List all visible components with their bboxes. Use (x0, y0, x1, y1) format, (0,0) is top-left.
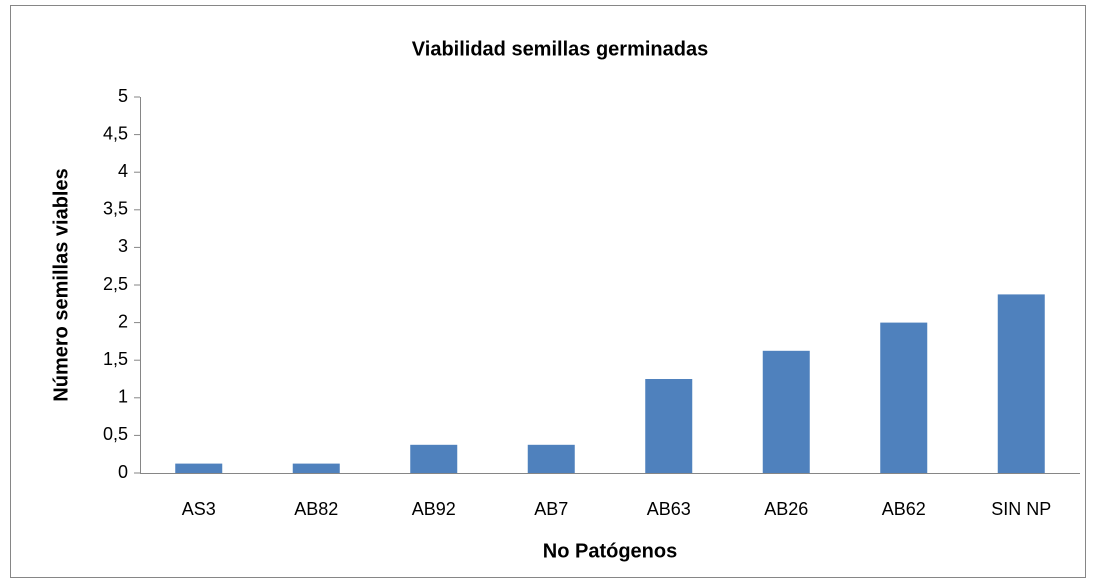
y-tick-label: 5 (118, 86, 128, 106)
bar (527, 444, 575, 473)
bar (997, 294, 1045, 473)
y-tick-label: 1,5 (103, 349, 128, 369)
y-tick-label: 3,5 (103, 199, 128, 219)
x-tick-label: AB63 (647, 499, 691, 519)
bar (410, 444, 458, 473)
x-tick-label: AB62 (882, 499, 926, 519)
x-tick-label: AB92 (412, 499, 456, 519)
y-tick-label: 4,5 (103, 123, 128, 143)
y-tick-label: 2,5 (103, 274, 128, 294)
chart-frame (10, 5, 1086, 578)
x-tick-label: SIN NP (991, 499, 1051, 519)
x-tick-label: AS3 (182, 499, 216, 519)
x-tick-label: AB26 (764, 499, 808, 519)
x-tick-label: AB7 (534, 499, 568, 519)
bar (762, 350, 810, 473)
y-tick-label: 0 (118, 462, 128, 482)
y-tick-label: 1 (118, 387, 128, 407)
bar (292, 463, 340, 473)
y-tick-label: 2 (118, 311, 128, 331)
x-tick-label: AB82 (294, 499, 338, 519)
bar (175, 463, 223, 473)
y-axis-label: Número semillas viables (50, 168, 72, 401)
x-axis-label: No Patógenos (543, 540, 677, 562)
y-tick-label: 4 (118, 161, 128, 181)
bar (880, 322, 928, 473)
y-tick-label: 0,5 (103, 424, 128, 444)
chart-title: Viabilidad semillas germinadas (412, 38, 708, 60)
bar (645, 379, 693, 473)
y-tick-label: 3 (118, 236, 128, 256)
